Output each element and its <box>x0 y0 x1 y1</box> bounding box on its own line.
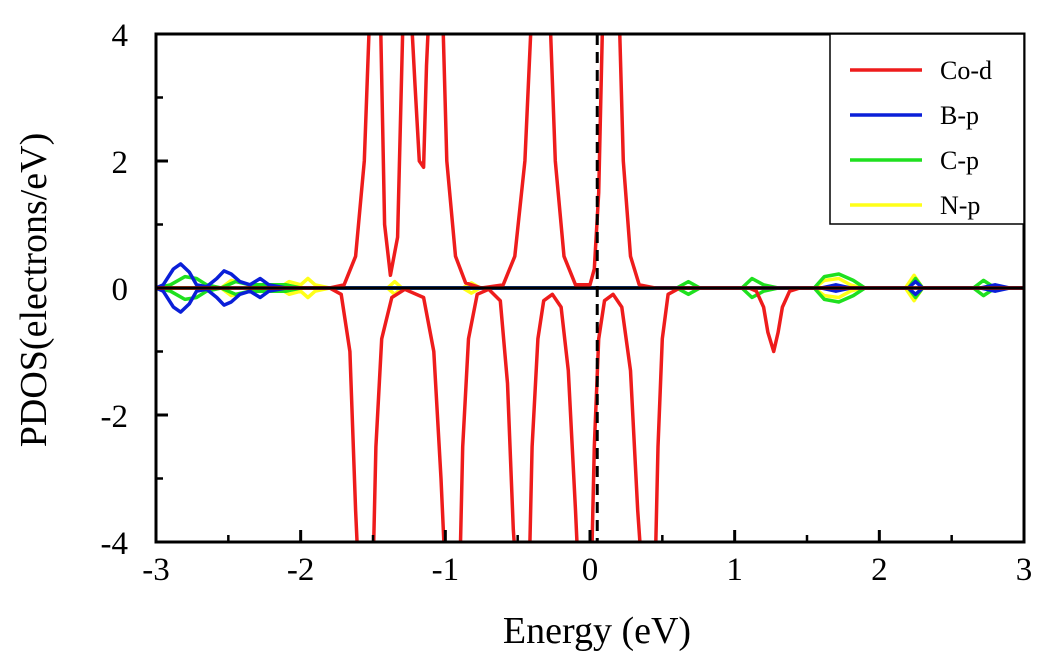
legend-label: N-p <box>940 191 980 220</box>
ticks-layer: -3 -2 -1 0 1 2 3 -4 -2 0 2 4 <box>101 18 1033 588</box>
y-tick-label: -4 <box>101 526 129 562</box>
x-tick-label: 1 <box>726 552 743 588</box>
c-p-spin-down-line <box>156 286 1024 304</box>
y-tick-label: 2 <box>112 145 129 181</box>
x-tick-label: -1 <box>432 552 460 588</box>
legend-box <box>829 33 1025 225</box>
y-tick-label: 4 <box>112 18 129 54</box>
x-tick-label: -2 <box>287 552 315 588</box>
legend: Co-d B-p C-p N-p <box>829 33 1025 225</box>
y-tick-label: 0 <box>112 272 129 308</box>
legend-label: B-p <box>940 101 979 130</box>
y-axis-label: PDOS(electrons/eV) <box>13 133 55 447</box>
legend-label: C-p <box>940 146 979 175</box>
x-tick-label: 3 <box>1016 552 1033 588</box>
x-tick-label: 2 <box>871 552 888 588</box>
x-tick-label: -3 <box>142 552 170 588</box>
y-tick-label: -2 <box>101 399 129 435</box>
legend-label: Co-d <box>940 56 992 85</box>
co-d-spin-up-line <box>156 34 1024 290</box>
x-tick-label: 0 <box>582 552 599 588</box>
x-axis-label: Energy (eV) <box>503 610 691 652</box>
